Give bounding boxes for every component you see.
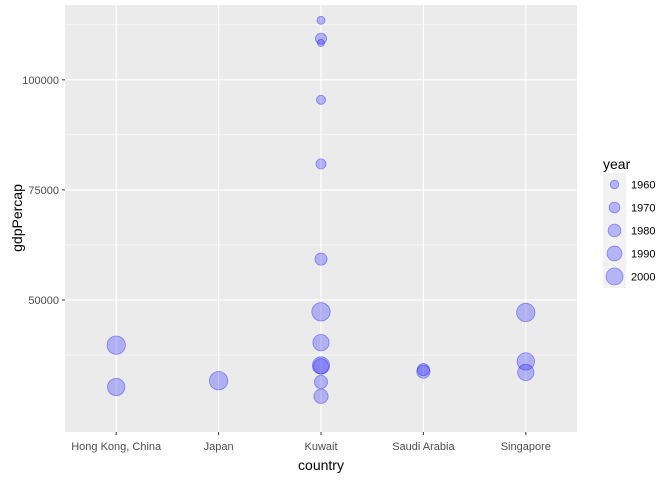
data-point: [313, 388, 329, 404]
data-point: [311, 302, 331, 322]
legend-entry-label: 1960: [631, 180, 655, 192]
data-point: [516, 352, 535, 371]
x-tick-label: Hong Kong, China: [71, 441, 162, 453]
data-point: [107, 377, 126, 397]
data-point: [316, 15, 326, 25]
legend-entry-label: 1990: [631, 249, 655, 261]
y-tick-label: 75000: [28, 185, 59, 197]
y-axis-ticks: 50000 75000 100000: [22, 75, 65, 307]
legend: year 1960 1970 1980 1990 2000: [603, 156, 655, 288]
data-point: [517, 363, 535, 382]
x-tick-label: Singapore: [501, 441, 551, 453]
data-point: [209, 371, 229, 391]
data-point: [416, 364, 431, 379]
data-point: [314, 252, 328, 266]
data-point: [516, 302, 536, 323]
legend-key-symbol: [607, 223, 622, 238]
x-axis-title: country: [298, 457, 344, 473]
data-point: [312, 358, 330, 375]
data-point: [311, 356, 331, 375]
data-point: [416, 363, 430, 377]
major-gridlines: [65, 5, 577, 432]
legend-key-symbol: [608, 201, 621, 214]
legend-key-symbol: [606, 245, 623, 262]
data-point: [316, 94, 326, 105]
y-tick-label: 100000: [22, 75, 59, 87]
data-point: [315, 158, 327, 170]
x-tick-label: Saudi Arabia: [392, 441, 455, 453]
legend-key-background: [603, 219, 626, 242]
data-point: [313, 375, 329, 390]
y-axis-title: gdpPercap: [9, 184, 25, 252]
legend-key-symbol: [609, 179, 620, 190]
legend-key-symbol: [605, 267, 624, 286]
legend-entry-label: 1980: [631, 226, 655, 238]
legend-key-background: [603, 196, 626, 219]
legend-title: year: [603, 156, 631, 172]
legend-key-background: [603, 242, 626, 265]
data-point: [312, 334, 330, 352]
x-tick-label: Kuwait: [304, 441, 337, 453]
data-point: [317, 39, 325, 47]
data-points: [106, 15, 536, 404]
legend-entry-label: 1970: [631, 203, 655, 215]
x-axis-ticks: Hong Kong, China Japan Kuwait Saudi Arabia S…: [71, 432, 551, 453]
legend-entries: 1960 1970 1980 1990 2000: [603, 173, 655, 288]
x-tick-label: Japan: [204, 441, 234, 453]
legend-key-background: [603, 173, 626, 196]
data-point: [106, 335, 126, 355]
y-tick-label: 50000: [28, 295, 59, 307]
data-point: [315, 32, 327, 45]
legend-key-background: [603, 265, 626, 288]
legend-entry-label: 2000: [631, 272, 655, 284]
